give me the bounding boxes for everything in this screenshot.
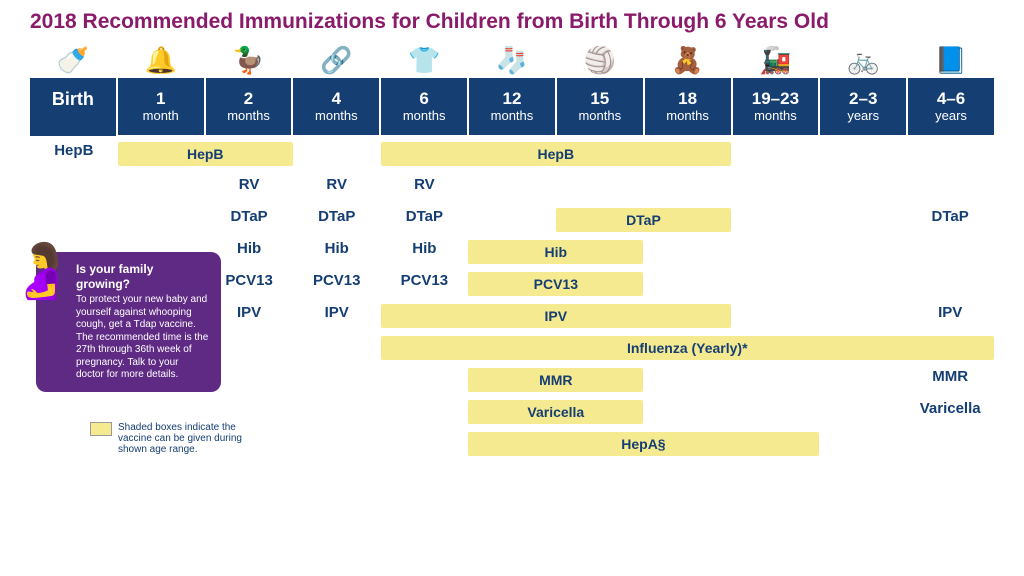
age-label: 15months xyxy=(557,78,643,135)
vaccine-row: DTaP DTaP DTaP DTaP DTaP xyxy=(30,208,994,236)
vaccine-chart: 🤰 Is your family growing? To protect you… xyxy=(30,142,994,502)
age-label: 4months xyxy=(293,78,379,135)
age-icon: 👕 xyxy=(381,42,467,78)
vaccine-range-bar: DTaP xyxy=(556,208,731,232)
vaccine-dose-label: Hib xyxy=(412,240,436,257)
age-label: 2months xyxy=(206,78,292,135)
vaccine-dose-label: PCV13 xyxy=(225,272,273,289)
age-label: 12months xyxy=(469,78,555,135)
vaccine-range-bar: HepB xyxy=(118,142,293,166)
vaccine-row: Varicella Varicella xyxy=(30,400,994,428)
vaccine-dose-label: PCV13 xyxy=(401,272,449,289)
page-title: 2018 Recommended Immunizations for Child… xyxy=(30,10,994,34)
age-label: 18months xyxy=(645,78,731,135)
age-column: 🚲2–3years xyxy=(820,42,906,136)
vaccine-dose-label: IPV xyxy=(325,304,349,321)
vaccine-row: HepA§ xyxy=(30,432,994,460)
age-icon: 🧦 xyxy=(469,42,555,78)
age-icon: 🍼 xyxy=(30,42,116,78)
vaccine-row: IPV IPV IPV IPV xyxy=(30,304,994,332)
vaccine-range-bar: Hib xyxy=(468,240,643,264)
vaccine-range-bar: HepB xyxy=(381,142,732,166)
vaccine-dose-label: IPV xyxy=(237,304,261,321)
vaccine-dose-label: IPV xyxy=(938,304,962,321)
vaccine-dose-label: DTaP xyxy=(406,208,443,225)
age-icon: 🧸 xyxy=(645,42,731,78)
age-column: 🧸18months xyxy=(645,42,731,136)
vaccine-dose-label: Hib xyxy=(237,240,261,257)
vaccine-range-bar: HepA§ xyxy=(468,432,819,456)
vaccine-dose-label: PCV13 xyxy=(313,272,361,289)
age-icon: 📘 xyxy=(908,42,994,78)
vaccine-dose-label: DTaP xyxy=(230,208,267,225)
vaccine-range-bar: Varicella xyxy=(468,400,643,424)
vaccine-dose-label: Varicella xyxy=(920,400,981,417)
age-icon: 🔗 xyxy=(293,42,379,78)
age-column: 🧦12months xyxy=(469,42,555,136)
age-label: 6months xyxy=(381,78,467,135)
vaccine-dose-label: HepB xyxy=(54,142,93,159)
age-column: 🚂19–23months xyxy=(733,42,819,136)
vaccine-range-bar: IPV xyxy=(381,304,732,328)
age-label: 4–6years xyxy=(908,78,994,135)
vaccine-row: PCV13 PCV13 PCV13 PCV13 xyxy=(30,272,994,300)
age-column: 🦆2months xyxy=(206,42,292,136)
age-label: 2–3years xyxy=(820,78,906,135)
vaccine-range-bar: Influenza (Yearly)* xyxy=(381,336,994,360)
vaccine-dose-label: MMR xyxy=(932,368,968,385)
vaccine-row: Hib Hib Hib Hib xyxy=(30,240,994,268)
age-column: 📘4–6years xyxy=(908,42,994,136)
vaccine-dose-label: DTaP xyxy=(318,208,355,225)
age-icon: 🦆 xyxy=(206,42,292,78)
age-column: 🍼Birth xyxy=(30,42,116,136)
vaccine-range-bar: PCV13 xyxy=(468,272,643,296)
age-icon: 🔔 xyxy=(118,42,204,78)
vaccine-dose-label: RV xyxy=(326,176,347,193)
vaccine-row: Influenza (Yearly)* xyxy=(30,336,994,364)
vaccine-dose-label: RV xyxy=(414,176,435,193)
age-icon: 🚂 xyxy=(733,42,819,78)
age-label: 1month xyxy=(118,78,204,135)
age-icon: 🚲 xyxy=(820,42,906,78)
vaccine-dose-label: DTaP xyxy=(932,208,969,225)
vaccine-range-bar: MMR xyxy=(468,368,643,392)
age-label: 19–23months xyxy=(733,78,819,135)
vaccine-dose-label: RV xyxy=(239,176,260,193)
age-header-row: 🍼Birth 🔔1month🦆2months🔗4months👕6months🧦1… xyxy=(30,42,994,136)
vaccine-row: MMR MMR xyxy=(30,368,994,396)
vaccine-row: RV RV RV xyxy=(30,176,994,204)
age-column: 👕6months xyxy=(381,42,467,136)
age-column: 🔔1month xyxy=(118,42,204,136)
age-icon: 🏐 xyxy=(557,42,643,78)
vaccine-dose-label: Hib xyxy=(325,240,349,257)
vaccine-row: HepB HepB HepB xyxy=(30,142,994,170)
age-column: 🔗4months xyxy=(293,42,379,136)
age-column: 🏐15months xyxy=(557,42,643,136)
age-label: Birth xyxy=(30,78,116,136)
